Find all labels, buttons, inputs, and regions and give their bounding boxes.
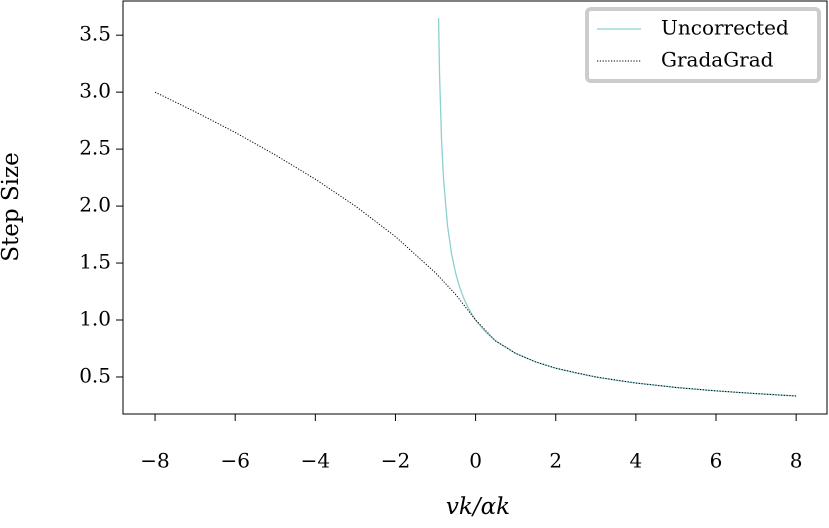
y-tick-label: 1.0: [79, 307, 111, 331]
y-tick-label: 3.5: [79, 22, 111, 46]
x-tick-label: 8: [790, 449, 803, 473]
x-axis-label: vk/αk: [446, 494, 510, 520]
y-tick-label: 1.5: [79, 250, 111, 274]
line: [154, 91, 797, 397]
x-tick-label: −4: [301, 449, 330, 473]
line: [437, 17, 797, 397]
x-tick-label: 0: [469, 449, 482, 473]
x-tick-label: 6: [710, 449, 723, 473]
y-tick-label: 2.0: [79, 193, 111, 217]
x-tick-label: −8: [140, 449, 169, 473]
legend-box: [585, 7, 821, 83]
y-axis-label: Step Size: [0, 152, 24, 262]
x-tick-label: −6: [220, 449, 249, 473]
x-tick-label: −2: [381, 449, 410, 473]
plot-frame: [122, 0, 828, 415]
legend-label: GradaGrad: [661, 48, 774, 72]
y-tick-label: 2.5: [79, 136, 111, 160]
y-tick-label: 0.5: [79, 363, 111, 387]
legend-label: Uncorrected: [661, 16, 789, 40]
x-tick-label: 2: [549, 449, 562, 473]
x-tick-label: 4: [630, 449, 643, 473]
y-tick-label: 3.0: [79, 79, 111, 103]
